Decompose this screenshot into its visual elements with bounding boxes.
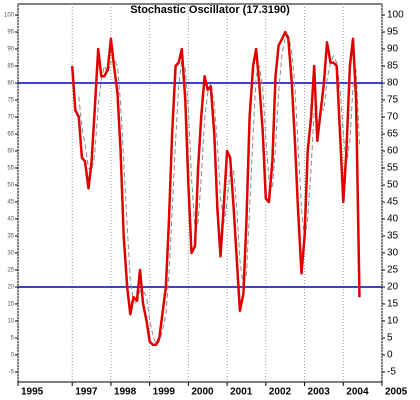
x-tick-label: 2004 xyxy=(346,387,369,398)
y-tick-label: 75 xyxy=(387,95,399,106)
y-tick-label-left: 100 xyxy=(4,13,15,19)
x-tick-label: 2003 xyxy=(308,387,331,398)
y-tick-label-left: 30 xyxy=(7,251,14,257)
y-tick-label: 60 xyxy=(387,146,399,157)
y-tick-label: 15 xyxy=(387,299,399,310)
y-tick-label: 65 xyxy=(387,129,399,140)
y-tick-label-left: 75 xyxy=(7,98,14,104)
signal-line xyxy=(78,34,360,346)
y-tick-label: 80 xyxy=(387,78,399,89)
y-tick-label-left: 60 xyxy=(7,149,14,155)
y-tick-label-left: -5 xyxy=(9,370,15,376)
y-tick-label-left: 45 xyxy=(7,200,14,206)
y-tick-label: 10 xyxy=(387,316,399,327)
y-tick-label-left: 65 xyxy=(7,132,14,138)
x-tick-label: 2005 xyxy=(385,387,408,398)
y-tick-label-left: 0 xyxy=(11,353,15,359)
plot-frame xyxy=(17,3,383,383)
y-tick-label-left: 15 xyxy=(7,302,14,308)
y-tick-label: 95 xyxy=(387,27,399,38)
y-tick-label-left: 20 xyxy=(7,285,14,291)
y-tick-label-left: 70 xyxy=(7,115,14,121)
chart-title: Stochastic Oscillator (17.3190) xyxy=(130,4,290,16)
y-tick-label-left: 35 xyxy=(7,234,14,240)
y-tick-label: 50 xyxy=(387,180,399,191)
x-tick-label: 2002 xyxy=(269,387,292,398)
y-tick-label-left: 25 xyxy=(7,268,14,274)
x-tick-label: 1995 xyxy=(21,387,44,398)
y-tick-label: 70 xyxy=(387,112,399,123)
x-tick-label: 1997 xyxy=(75,387,98,398)
y-tick-label: 0 xyxy=(387,350,393,361)
y-tick-label-left: 50 xyxy=(7,183,14,189)
y-tick-label-left: 90 xyxy=(7,47,14,53)
y-tick-label-left: 55 xyxy=(7,166,14,172)
y-tick-label: 5 xyxy=(387,333,393,344)
y-tick-label-left: 40 xyxy=(7,217,14,223)
y-tick-label: 90 xyxy=(387,44,399,55)
y-tick-label-left: 80 xyxy=(7,81,14,87)
y-tick-label: 45 xyxy=(387,197,399,208)
y-tick-label-left: 10 xyxy=(7,319,14,325)
y-tick-label: 40 xyxy=(387,214,399,225)
y-tick-label-left: 85 xyxy=(7,64,14,70)
x-tick-label: 2001 xyxy=(230,387,253,398)
oscillator-line xyxy=(70,30,361,347)
y-tick-label: 35 xyxy=(387,231,399,242)
x-tick-label: 2000 xyxy=(191,387,214,398)
y-tick-label: 25 xyxy=(387,265,399,276)
y-tick-label: 30 xyxy=(387,248,399,259)
y-tick-label: 20 xyxy=(387,282,399,293)
x-tick-label: 1999 xyxy=(153,387,176,398)
y-tick-label: -5 xyxy=(387,367,396,378)
y-tick-label-left: 5 xyxy=(11,336,15,342)
x-tick-label: 1998 xyxy=(114,387,137,398)
y-tick-label: 55 xyxy=(387,163,399,174)
y-tick-label: 100 xyxy=(387,10,404,21)
y-tick-label: 85 xyxy=(387,61,399,72)
y-tick-label-left: 95 xyxy=(7,30,14,36)
